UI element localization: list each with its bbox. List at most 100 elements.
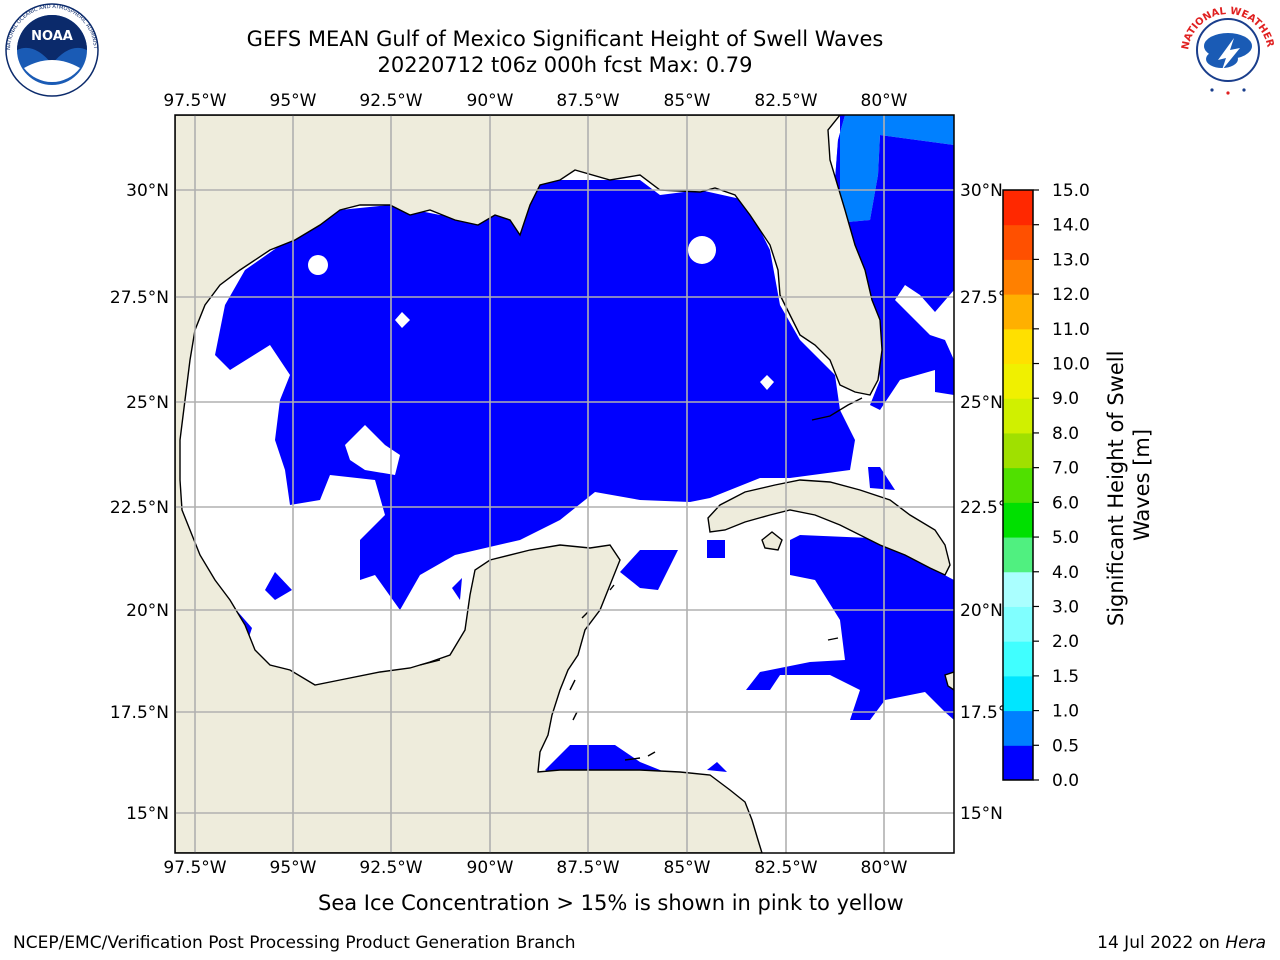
- longitude-label: 97.5°W: [163, 91, 226, 111]
- colorbar-segment: [1003, 537, 1033, 573]
- latitude-label: 25°N: [960, 393, 1003, 413]
- longitude-label: 92.5°W: [359, 91, 422, 111]
- footer-date: 14 Jul 2022 on Hera: [1097, 933, 1266, 953]
- swell-gap-small-2: [760, 375, 774, 390]
- colorbar-tick-label: 7.0: [1052, 459, 1079, 479]
- latitude-label: 27.5°N: [110, 288, 169, 308]
- noaa-logo: NOAA NATIONAL OCEANIC AND ATMOSPHERIC AD…: [2, 2, 99, 97]
- longitude-label: 95°W: [270, 91, 317, 111]
- longitude-label: 85°W: [664, 91, 711, 111]
- colorbar-segment: [1003, 745, 1033, 781]
- colorbar-segment: [1003, 710, 1033, 746]
- colorbar-tick-label: 6.0: [1052, 493, 1079, 513]
- swell-patch: [620, 550, 678, 590]
- colorbar-tick-label: 0.5: [1052, 736, 1079, 756]
- colorbar-tick-label: 8.0: [1052, 424, 1079, 444]
- footer-credit: NCEP/EMC/Verification Post Processing Pr…: [13, 933, 576, 953]
- land-jamaica: [944, 671, 954, 691]
- latitude-label: 25°N: [126, 393, 169, 413]
- longitude-label: 97.5°W: [163, 858, 226, 878]
- swell-patch: [707, 540, 725, 558]
- graticule: [175, 115, 954, 853]
- swell-region-0-0p5-atlantic: [835, 115, 954, 410]
- map-title: GEFS MEAN Gulf of Mexico Significant Hei…: [246, 27, 884, 51]
- colorbar-segment: [1003, 502, 1033, 538]
- land-isla-de-la-juventud: [761, 531, 783, 551]
- colorbar-tick-label: 1.5: [1052, 667, 1079, 687]
- map-area: [175, 115, 954, 853]
- colorbar-segment: [1003, 675, 1033, 712]
- longitude-label: 87.5°W: [556, 91, 619, 111]
- longitude-label: 95°W: [270, 858, 317, 878]
- latitude-label: 30°N: [126, 181, 169, 201]
- longitude-label: 80°W: [861, 858, 908, 878]
- colorbar-segment: [1003, 606, 1033, 642]
- colorbar-tick-label: 3.0: [1052, 597, 1079, 617]
- latitude-label: 15°N: [960, 804, 1003, 824]
- swell-region-0-0p5-gulf: [215, 180, 855, 610]
- longitude-labels-bottom: 97.5°W 95°W 92.5°W 90°W 87.5°W 85°W 82.5°W 80°W: [163, 858, 907, 878]
- swell-patch: [707, 762, 727, 772]
- swell-patch: [265, 572, 292, 600]
- colorbar-tick-label: 1.0: [1052, 702, 1079, 722]
- colorbar-segment: [1003, 467, 1033, 503]
- longitude-labels-top: 97.5°W 95°W 92.5°W 90°W 87.5°W 85°W 82.5°W 80°W: [163, 91, 907, 111]
- swell-patch: [868, 467, 895, 490]
- latitude-label: 17.5°N: [110, 703, 169, 723]
- colorbar-segment: [1003, 190, 1033, 226]
- longitude-label: 82.5°W: [754, 858, 817, 878]
- longitude-label: 92.5°W: [359, 858, 422, 878]
- latitude-labels-left: 30°N 27.5°N 25°N 22.5°N 20°N 17.5°N 15°N: [110, 181, 169, 824]
- colorbar-segment: [1003, 398, 1033, 434]
- swell-patch: [452, 578, 462, 600]
- swell-gap-west: [345, 425, 400, 475]
- footer-date-text: 14 Jul 2022 on: [1097, 933, 1220, 953]
- latitude-label: 30°N: [960, 181, 1003, 201]
- colorbar-segment: [1003, 259, 1033, 295]
- longitude-label: 90°W: [467, 91, 514, 111]
- swell-gap-east: [688, 236, 716, 264]
- colorbar-tick-label: 9.0: [1052, 389, 1079, 409]
- longitude-label: 82.5°W: [754, 91, 817, 111]
- latitude-label: 20°N: [960, 601, 1003, 621]
- colorbar-tick-label: 2.0: [1052, 632, 1079, 652]
- colorbar-tick-label: 11.0: [1052, 320, 1090, 340]
- colorbar-segment: [1003, 328, 1033, 365]
- colorbar-tick-label: 14.0: [1052, 216, 1090, 236]
- colorbar-segment: [1003, 294, 1033, 330]
- latitude-label: 20°N: [126, 601, 169, 621]
- map-subtitle: 20220712 t06z 000h fcst Max: 0.79: [377, 53, 753, 77]
- nws-logo: NATIONAL WEATHER SERVICE: [1178, 2, 1276, 96]
- colorbar-tick-label: 10.0: [1052, 355, 1090, 375]
- land-north-america: [175, 115, 883, 853]
- colorbar-segment: [1003, 363, 1033, 399]
- land: [175, 115, 954, 853]
- map-frame: [174, 114, 955, 854]
- swell-patch: [545, 745, 665, 775]
- longitude-label: 80°W: [861, 91, 908, 111]
- swell-region-0p5-1-atlantic: [835, 115, 954, 222]
- colorbar-segment: [1003, 224, 1033, 260]
- colorbar: 0.0 0.5 1.0 1.5 2.0 3.0 4.0 5.0 6.0 7.0 8.0 9.0 10.0…: [1002, 181, 1090, 791]
- swell-gap-small: [395, 312, 410, 328]
- land-cuba: [707, 479, 951, 576]
- colorbar-tick-label: 13.0: [1052, 250, 1090, 270]
- latitude-label: 15°N: [126, 804, 169, 824]
- svg-text:NOAA: NOAA: [31, 29, 73, 44]
- colorbar-segment: [1003, 641, 1033, 677]
- longitude-label: 85°W: [664, 858, 711, 878]
- colorbar-segment: [1003, 571, 1033, 607]
- footer-host: Hera: [1225, 933, 1266, 953]
- sea-ice-note: Sea Ice Concentration > 15% is shown in …: [318, 891, 904, 915]
- colorbar-tick-label: 4.0: [1052, 563, 1079, 583]
- colorbar-tick-label: 5.0: [1052, 528, 1079, 548]
- colorbar-label: Significant Height of Swell Waves [m]: [1104, 344, 1154, 626]
- colorbar-tick-label: 0.0: [1052, 771, 1079, 791]
- swell-gap-center: [308, 255, 328, 275]
- colorbar-tick-label: 12.0: [1052, 285, 1090, 305]
- longitude-label: 87.5°W: [556, 858, 619, 878]
- colorbar-tick-label: 15.0: [1052, 181, 1090, 201]
- colorbar-frame: [1002, 189, 1034, 781]
- swell-region-0-0p5-caribbean: [746, 535, 954, 720]
